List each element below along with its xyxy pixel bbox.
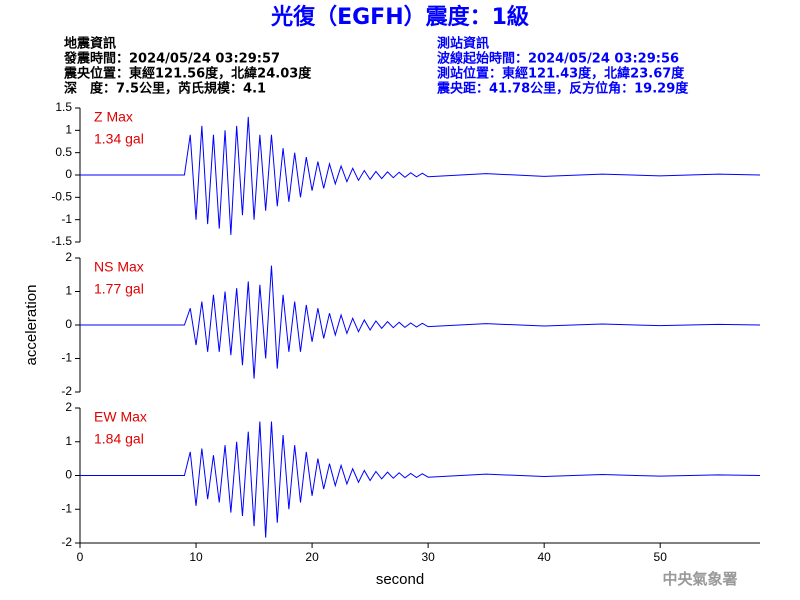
info-left: 震央位置：東經121.56度，北緯24.03度 (63, 66, 312, 82)
max-annotation: 1.77 gal (94, 281, 144, 297)
y-tick-label: 0.5 (55, 145, 72, 159)
info-right: 測站位置：東經121.43度，北緯23.67度 (437, 66, 685, 82)
max-annotation: Z Max (94, 109, 133, 125)
info-right: 波線起始時間：2024/05/24 03:29:56 (437, 51, 679, 67)
y-tick-label: -0.5 (51, 190, 72, 204)
info-left: 發震時間：2024/05/24 03:29:57 (63, 51, 280, 67)
x-tick-label: 40 (537, 550, 551, 564)
y-tick-label: 1 (65, 284, 72, 298)
max-annotation: NS Max (94, 259, 144, 275)
y-tick-label: 2 (65, 250, 72, 264)
y-tick-label: 1 (65, 434, 72, 448)
y-tick-label: 1.5 (55, 100, 72, 114)
y-tick-label: -1.5 (51, 234, 72, 248)
waveform (80, 265, 761, 379)
y-tick-label: -1 (61, 351, 72, 365)
y-tick-label: -1 (61, 501, 72, 515)
x-tick-label: 10 (189, 550, 203, 564)
info-right: 測站資訊 (437, 36, 489, 52)
max-annotation: 1.84 gal (94, 431, 144, 447)
y-tick-label: 0 (65, 167, 72, 181)
x-tick-label: 50 (654, 550, 668, 564)
y-tick-label: 0 (65, 317, 72, 331)
y-tick-label: 2 (65, 400, 72, 414)
y-tick-label: -1 (61, 212, 72, 226)
x-tick-label: 30 (421, 550, 435, 564)
info-left: 地震資訊 (64, 36, 116, 52)
waveform (80, 116, 761, 235)
y-tick-label: 0 (65, 468, 72, 482)
info-right: 震央距：41.78公里，反方位角：19.29度 (436, 81, 689, 97)
max-annotation: EW Max (94, 409, 147, 425)
info-left: 深 度：7.5公里，芮氏規模：4.1 (64, 81, 266, 97)
x-tick-label: 0 (77, 550, 84, 564)
x-tick-label: 20 (305, 550, 319, 564)
x-axis-label: second (376, 571, 424, 588)
y-tick-label: 1 (65, 123, 72, 137)
waveform (80, 421, 761, 538)
title: 光復（EGFH）震度：1級 (270, 4, 529, 30)
y-tick-label: -2 (61, 384, 72, 398)
max-annotation: 1.34 gal (94, 131, 144, 147)
footer: 中央氣象署 (662, 570, 737, 588)
y-tick-label: -2 (61, 535, 72, 549)
y-axis-label: acceleration (23, 285, 40, 366)
